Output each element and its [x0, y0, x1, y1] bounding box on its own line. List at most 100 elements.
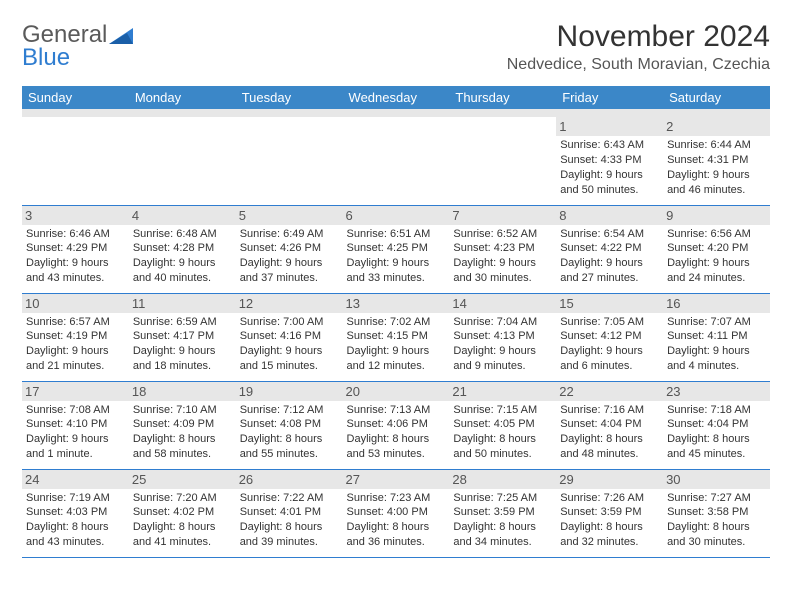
day-number: 7 — [449, 206, 556, 225]
day-cell: 2Sunrise: 6:44 AMSunset: 4:31 PMDaylight… — [663, 117, 770, 205]
day-info: Sunrise: 7:04 AMSunset: 4:13 PMDaylight:… — [453, 315, 552, 374]
day-sr: Sunrise: 6:49 AM — [240, 227, 339, 242]
day-info: Sunrise: 7:23 AMSunset: 4:00 PMDaylight:… — [347, 491, 446, 550]
day-sr: Sunrise: 6:44 AM — [667, 138, 766, 153]
day-dl: Daylight: 9 hours and 15 minutes. — [240, 344, 339, 374]
day-dl: Daylight: 8 hours and 39 minutes. — [240, 520, 339, 550]
day-sr: Sunrise: 7:04 AM — [453, 315, 552, 330]
day-header: Friday — [556, 86, 663, 109]
day-sr: Sunrise: 6:54 AM — [560, 227, 659, 242]
day-number: 9 — [663, 206, 770, 225]
day-cell: 27 Sunrise: 7:23 AMSunset: 4:00 PMDayligh… — [343, 469, 450, 557]
day-sr: Sunrise: 7:00 AM — [240, 315, 339, 330]
day-sr: Sunrise: 7:05 AM — [560, 315, 659, 330]
day-info: Sunrise: 6:51 AMSunset: 4:25 PMDaylight:… — [347, 227, 446, 286]
day-ss: Sunset: 3:59 PM — [560, 505, 659, 520]
day-ss: Sunset: 4:29 PM — [26, 241, 125, 256]
day-sr: Sunrise: 7:07 AM — [667, 315, 766, 330]
day-sr: Sunrise: 6:51 AM — [347, 227, 446, 242]
day-cell: 30Sunrise: 7:27 AMSunset: 3:58 PMDayligh… — [663, 469, 770, 557]
day-info: Sunrise: 6:57 AMSunset: 4:19 PMDaylight:… — [26, 315, 125, 374]
day-info: Sunrise: 7:19 AMSunset: 4:03 PMDaylight:… — [26, 491, 125, 550]
day-ss: Sunset: 4:00 PM — [347, 505, 446, 520]
day-info: Sunrise: 7:12 AMSunset: 4:08 PMDaylight:… — [240, 403, 339, 462]
day-sr: Sunrise: 7:23 AM — [347, 491, 446, 506]
day-number: 12 — [236, 294, 343, 313]
day-dl: Daylight: 9 hours and 46 minutes. — [667, 168, 766, 198]
day-dl: Daylight: 9 hours and 24 minutes. — [667, 256, 766, 286]
day-cell: . — [129, 117, 236, 205]
day-ss: Sunset: 4:13 PM — [453, 329, 552, 344]
day-info: Sunrise: 7:25 AMSunset: 3:59 PMDaylight:… — [453, 491, 552, 550]
day-sr: Sunrise: 6:59 AM — [133, 315, 232, 330]
day-cell: 16 Sunrise: 7:07 AMSunset: 4:11 PMDayligh… — [663, 293, 770, 381]
day-info: Sunrise: 7:08 AMSunset: 4:10 PMDaylight:… — [26, 403, 125, 462]
day-number: 6 — [343, 206, 450, 225]
day-ss: Sunset: 4:19 PM — [26, 329, 125, 344]
week-row: 17Sunrise: 7:08 AMSunset: 4:10 PMDayligh… — [22, 381, 770, 469]
day-number: 29 — [556, 470, 663, 489]
day-ss: Sunset: 3:58 PM — [667, 505, 766, 520]
day-sr: Sunrise: 7:18 AM — [667, 403, 766, 418]
day-number: 18 — [129, 382, 236, 401]
day-cell: 5Sunrise: 6:49 AMSunset: 4:26 PMDaylight… — [236, 205, 343, 293]
day-number: 20 — [343, 382, 450, 401]
day-ss: Sunset: 4:04 PM — [667, 417, 766, 432]
day-cell: 12 Sunrise: 7:00 AMSunset: 4:16 PMDayligh… — [236, 293, 343, 381]
day-dl: Daylight: 8 hours and 41 minutes. — [133, 520, 232, 550]
day-cell: 20Sunrise: 7:13 AMSunset: 4:06 PMDayligh… — [343, 381, 450, 469]
day-sr: Sunrise: 6:57 AM — [26, 315, 125, 330]
day-ss: Sunset: 4:15 PM — [347, 329, 446, 344]
day-cell: 23Sunrise: 7:18 AMSunset: 4:04 PMDayligh… — [663, 381, 770, 469]
day-number: 19 — [236, 382, 343, 401]
day-number: 4 — [129, 206, 236, 225]
day-info: Sunrise: 6:43 AMSunset: 4:33 PMDaylight:… — [560, 138, 659, 197]
day-ss: Sunset: 4:26 PM — [240, 241, 339, 256]
day-dl: Daylight: 8 hours and 55 minutes. — [240, 432, 339, 462]
day-ss: Sunset: 4:05 PM — [453, 417, 552, 432]
day-info: Sunrise: 6:54 AMSunset: 4:22 PMDaylight:… — [560, 227, 659, 286]
day-ss: Sunset: 4:11 PM — [667, 329, 766, 344]
day-dl: Daylight: 8 hours and 58 minutes. — [133, 432, 232, 462]
day-header: Sunday — [22, 86, 129, 109]
day-cell: . — [22, 117, 129, 205]
day-number: 27 — [343, 470, 450, 489]
calendar-table: SundayMondayTuesdayWednesdayThursdayFrid… — [22, 86, 770, 558]
day-ss: Sunset: 4:16 PM — [240, 329, 339, 344]
day-number: 22 — [556, 382, 663, 401]
day-info: Sunrise: 7:26 AMSunset: 3:59 PMDaylight:… — [560, 491, 659, 550]
day-cell: 3Sunrise: 6:46 AMSunset: 4:29 PMDaylight… — [22, 205, 129, 293]
day-dl: Daylight: 9 hours and 33 minutes. — [347, 256, 446, 286]
day-ss: Sunset: 4:10 PM — [26, 417, 125, 432]
day-number: 14 — [449, 294, 556, 313]
title-block: November 2024 Nedvedice, South Moravian,… — [507, 20, 770, 74]
day-dl: Daylight: 8 hours and 48 minutes. — [560, 432, 659, 462]
day-sr: Sunrise: 7:22 AM — [240, 491, 339, 506]
day-cell: 1 Sunrise: 6:43 AMSunset: 4:33 PMDaylight… — [556, 117, 663, 205]
day-ss: Sunset: 4:33 PM — [560, 153, 659, 168]
logo-text: General Blue — [22, 24, 107, 70]
day-ss: Sunset: 4:23 PM — [453, 241, 552, 256]
day-cell: 21Sunrise: 7:15 AMSunset: 4:05 PMDayligh… — [449, 381, 556, 469]
day-cell: 26Sunrise: 7:22 AMSunset: 4:01 PMDayligh… — [236, 469, 343, 557]
day-cell: 7Sunrise: 6:52 AMSunset: 4:23 PMDaylight… — [449, 205, 556, 293]
day-ss: Sunset: 4:04 PM — [560, 417, 659, 432]
day-dl: Daylight: 8 hours and 53 minutes. — [347, 432, 446, 462]
day-dl: Daylight: 8 hours and 32 minutes. — [560, 520, 659, 550]
day-number: 23 — [663, 382, 770, 401]
day-number: 16 — [663, 294, 770, 313]
day-info: Sunrise: 7:22 AMSunset: 4:01 PMDaylight:… — [240, 491, 339, 550]
day-number: 15 — [556, 294, 663, 313]
day-cell: 19 Sunrise: 7:12 AMSunset: 4:08 PMDayligh… — [236, 381, 343, 469]
day-dl: Daylight: 9 hours and 18 minutes. — [133, 344, 232, 374]
day-info: Sunrise: 7:05 AMSunset: 4:12 PMDaylight:… — [560, 315, 659, 374]
day-cell: 24Sunrise: 7:19 AMSunset: 4:03 PMDayligh… — [22, 469, 129, 557]
day-number: 1 — [556, 117, 663, 136]
day-info: Sunrise: 7:07 AMSunset: 4:11 PMDaylight:… — [667, 315, 766, 374]
day-number: 8 — [556, 206, 663, 225]
week-row: 24Sunrise: 7:19 AMSunset: 4:03 PMDayligh… — [22, 469, 770, 557]
day-cell: 8 Sunrise: 6:54 AMSunset: 4:22 PMDaylight… — [556, 205, 663, 293]
calendar-header-row: SundayMondayTuesdayWednesdayThursdayFrid… — [22, 86, 770, 109]
day-ss: Sunset: 4:03 PM — [26, 505, 125, 520]
day-number: 13 — [343, 294, 450, 313]
